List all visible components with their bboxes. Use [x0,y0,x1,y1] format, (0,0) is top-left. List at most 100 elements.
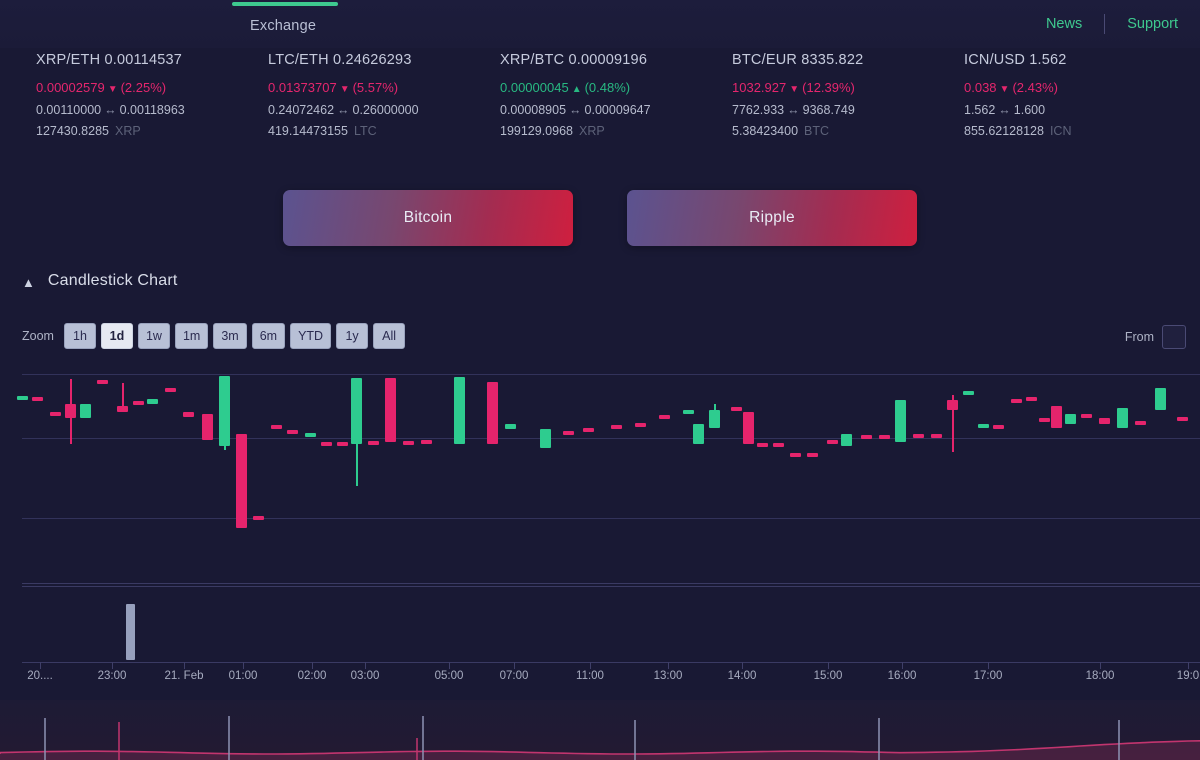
navigator-spike [1118,720,1120,760]
zoom-button-1d[interactable]: 1d [100,323,133,349]
candlestick[interactable] [385,378,396,442]
ticker-item[interactable]: BTC/EUR 8335.822 1032.927 ▼ (12.39%) 7762.93… [696,52,928,172]
nav-link-news[interactable]: News [1045,16,1083,32]
candlestick[interactable] [133,401,144,405]
candlestick[interactable] [757,443,768,447]
zoom-button-6m[interactable]: 6m [251,323,286,349]
candlestick[interactable] [1117,408,1128,428]
candlestick[interactable] [50,412,61,416]
candlestick[interactable] [368,441,379,445]
candlestick[interactable] [1051,406,1062,428]
candlestick[interactable] [683,410,694,414]
volume-bar[interactable] [126,604,135,660]
candlestick[interactable] [1177,417,1188,421]
candlestick[interactable] [583,428,594,432]
candlestick[interactable] [1135,421,1146,425]
candlestick[interactable] [454,377,465,444]
candlestick[interactable] [709,404,720,428]
ticker-item[interactable]: XRP/ETH 0.00114537 0.00002579 ▼ (2.25%) 0.00… [0,52,232,172]
candlestick[interactable] [931,434,942,438]
ticker-item[interactable]: ICN/USD 1.562 0.038 ▼ (2.43%) 1.562 ↔ 1.600 855… [928,52,1160,172]
candlestick[interactable] [611,425,622,429]
candlestick[interactable] [505,424,516,429]
x-axis-label: 17:00 [973,670,1003,682]
candlestick[interactable] [790,453,801,457]
candlestick[interactable] [32,397,43,401]
candlestick[interactable] [841,434,852,446]
candlestick[interactable] [563,431,574,435]
candlestick[interactable] [321,442,332,446]
chevron-up-icon[interactable]: ▲ [22,274,35,290]
candlestick[interactable] [97,380,108,384]
candlestick[interactable] [993,425,1004,429]
ticker-low: 0.24072462 [268,103,335,117]
candlestick[interactable] [947,395,958,452]
ticker-pair: LTC/ETH 0.24626293 [268,52,412,68]
bitcoin-button[interactable]: Bitcoin [283,190,573,246]
candlestick[interactable] [635,423,646,427]
x-axis-tick [184,662,185,669]
candlestick[interactable] [1081,414,1092,418]
candlestick[interactable] [1099,418,1110,424]
candlestick[interactable] [743,412,754,444]
candlestick[interactable] [65,379,76,444]
zoom-button-1w[interactable]: 1w [137,323,170,349]
zoom-button-3m[interactable]: 3m [213,323,247,349]
candlestick[interactable] [913,434,924,438]
tab-exchange[interactable]: Exchange [232,0,338,42]
candlestick[interactable] [693,424,704,444]
candlestick[interactable] [421,440,432,444]
candlestick[interactable] [731,407,742,411]
top-bar: Exchange News Support [0,0,1200,48]
candlestick[interactable] [305,433,316,437]
candlestick[interactable] [879,435,890,439]
candlestick[interactable] [17,396,28,400]
candlestick[interactable] [807,453,818,457]
x-axis-tick [112,662,113,669]
candlestick[interactable] [895,400,906,442]
candlestick[interactable] [827,440,838,444]
candlestick[interactable] [351,378,362,486]
candlestick[interactable] [271,425,282,429]
chart-navigator[interactable] [0,700,1200,760]
zoom-button-1y[interactable]: 1y [336,323,369,349]
candlestick[interactable] [219,376,230,450]
zoom-button-1m[interactable]: 1m [174,323,209,349]
candlestick[interactable] [287,430,298,434]
candlestick[interactable] [1155,388,1166,410]
candlestick[interactable] [1039,418,1050,422]
ticker-item[interactable]: XRP/BTC 0.00009196 0.00000045 ▲ (0.48%) 0.00… [464,52,696,172]
candlestick[interactable] [183,412,194,417]
zoom-button-ytd[interactable]: YTD [290,323,332,349]
candlestick[interactable] [1065,414,1076,424]
candlestick[interactable] [487,382,498,444]
ticker-item[interactable]: LTC/ETH 0.24626293 0.01373707 ▼ (5.57%) 0.24… [232,52,464,172]
candlestick[interactable] [978,424,989,428]
candlestick[interactable] [773,443,784,447]
candlestick[interactable] [165,388,176,392]
gridline [22,438,1200,439]
candlestick[interactable] [1026,397,1037,401]
from-date-input[interactable] [1162,325,1186,349]
zoom-button-all[interactable]: All [373,323,406,349]
candlestick[interactable] [403,441,414,445]
candlestick[interactable] [117,383,128,412]
ripple-button[interactable]: Ripple [627,190,917,246]
candlestick[interactable] [659,415,670,419]
candlestick[interactable] [1011,399,1022,403]
candlestick[interactable] [963,391,974,395]
candlestick[interactable] [540,429,551,448]
candlestick[interactable] [202,414,213,440]
candlestick[interactable] [147,399,158,404]
x-axis-tick [365,662,366,669]
candlestick[interactable] [80,404,91,418]
ticker-high: 0.00009647 [584,103,651,117]
nav-link-support[interactable]: Support [1127,16,1178,32]
candlestick[interactable] [253,516,264,520]
candlestick[interactable] [236,434,247,528]
zoom-button-1h[interactable]: 1h [63,323,96,349]
candlestick[interactable] [861,435,872,439]
candlestick-plot[interactable] [0,358,1200,688]
candlestick[interactable] [337,442,348,446]
arrow-down-icon: ▼ [339,84,350,95]
